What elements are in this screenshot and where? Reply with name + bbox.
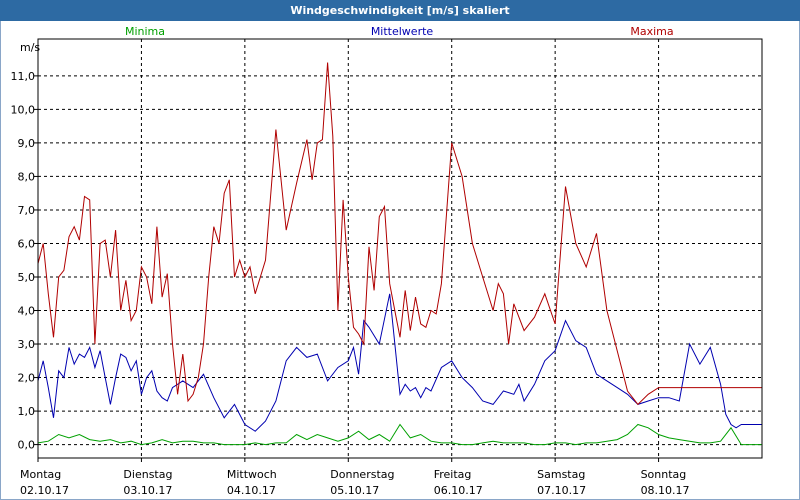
x-tick-day-label: Samstag <box>537 468 585 481</box>
x-tick-day-label: Mittwoch <box>227 468 277 481</box>
y-axis-unit-label: m/s <box>20 41 40 54</box>
y-tick-label: 3,0 <box>18 338 36 351</box>
x-tick-day-label: Montag <box>20 468 61 481</box>
legend: Minima Mittelwerte Maxima <box>125 25 674 38</box>
x-tick-date-label: 04.10.17 <box>227 484 276 497</box>
legend-mittelwerte: Mittelwerte <box>371 25 434 38</box>
x-tick-date-label: 02.10.17 <box>20 484 69 497</box>
y-tick-label: 11,0 <box>11 70 36 83</box>
series-lines <box>37 62 762 446</box>
y-tick-label: 10,0 <box>11 103 36 116</box>
y-tick-label: 5,0 <box>18 271 36 284</box>
y-tick-label: 2,0 <box>18 372 36 385</box>
y-tick-label: 8,0 <box>18 170 36 183</box>
y-tick-label: 0,0 <box>18 439 36 452</box>
x-tick-day-label: Donnerstag <box>330 468 394 481</box>
x-tick-date-label: 05.10.17 <box>330 484 379 497</box>
y-tick-label: 9,0 <box>18 137 36 150</box>
x-tick-day-label: Sonntag <box>641 468 687 481</box>
series-line-maxima <box>37 62 762 406</box>
legend-minima: Minima <box>125 25 165 38</box>
legend-maxima: Maxima <box>630 25 673 38</box>
x-tick-day-label: Freitag <box>434 468 472 481</box>
series-line-mittelwerte <box>37 293 762 432</box>
x-tick-date-label: 07.10.17 <box>537 484 586 497</box>
y-tick-label: 4,0 <box>18 305 36 318</box>
series-line-minima <box>37 423 762 446</box>
y-tick-label: 7,0 <box>18 204 36 217</box>
x-tick-date-label: 08.10.17 <box>641 484 690 497</box>
y-axis: m/s 0,0 1,0 2,0 3,0 4,0 5,0 6,0 7,0 8,0 9,0 10,0 11,… <box>11 41 41 452</box>
x-tick-date-label: 06.10.17 <box>434 484 483 497</box>
y-tick-label: 6,0 <box>18 237 36 250</box>
plot-area-border <box>37 38 763 459</box>
chart-title: Windgeschwindigkeit [m/s] skaliert <box>0 0 800 21</box>
x-tick-date-label: 03.10.17 <box>123 484 172 497</box>
x-tick-day-label: Dienstag <box>123 468 172 481</box>
y-tick-label: 1,0 <box>18 405 36 418</box>
x-axis: Montag 02.10.17 Dienstag 03.10.17 Mittwoch 04… <box>20 458 690 497</box>
